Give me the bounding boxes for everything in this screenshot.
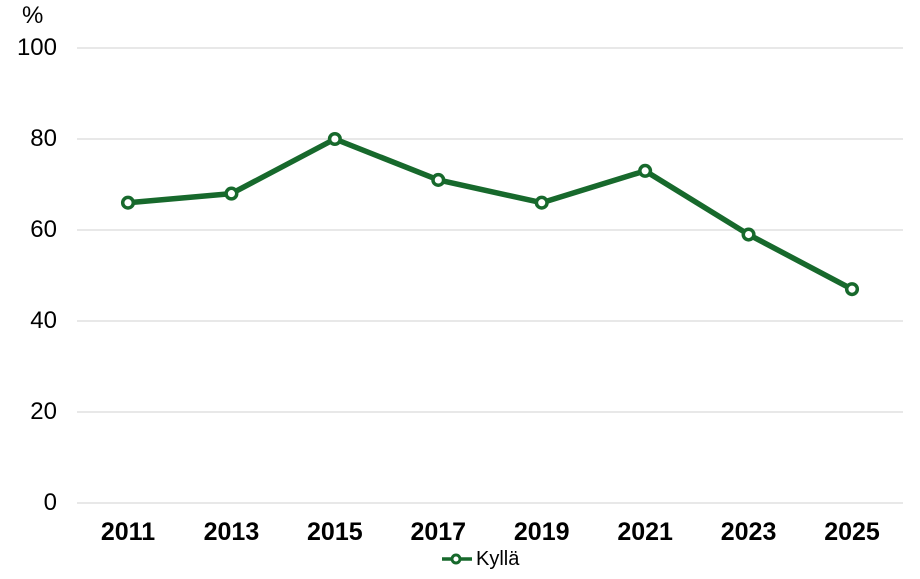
x-tick-label: 2025 [824,518,880,546]
legend-line-marker-icon [442,553,472,565]
y-tick-label: 100 [16,34,57,61]
data-point-marker [431,172,446,187]
x-tick-label: 2015 [307,518,363,546]
series-line-kyllä [125,136,855,292]
data-point-marker [224,186,239,201]
data-point-marker [638,163,653,178]
data-point-marker [844,282,860,297]
x-tick-label: 2019 [513,518,570,546]
y-tick-label: 20 [30,398,57,425]
y-tick-label: 40 [30,307,57,334]
y-axis-unit-label: % [22,2,44,29]
data-point-marker [327,131,342,147]
data-point-marker [120,195,136,210]
x-tick-label: 2011 [100,518,156,546]
x-tick-label: 2013 [203,518,260,546]
x-tick-label: 2017 [410,518,467,546]
x-tick-label: 2021 [617,518,673,546]
data-point-marker [534,195,549,210]
legend-label: Kyllä [476,548,520,570]
y-tick-label: 0 [43,489,57,516]
y-tick-label: 80 [30,125,57,152]
legend: Kyllä [441,546,519,572]
x-tick-label: 2023 [720,518,777,546]
y-tick-label: 60 [30,216,57,243]
data-point-marker [741,227,756,242]
